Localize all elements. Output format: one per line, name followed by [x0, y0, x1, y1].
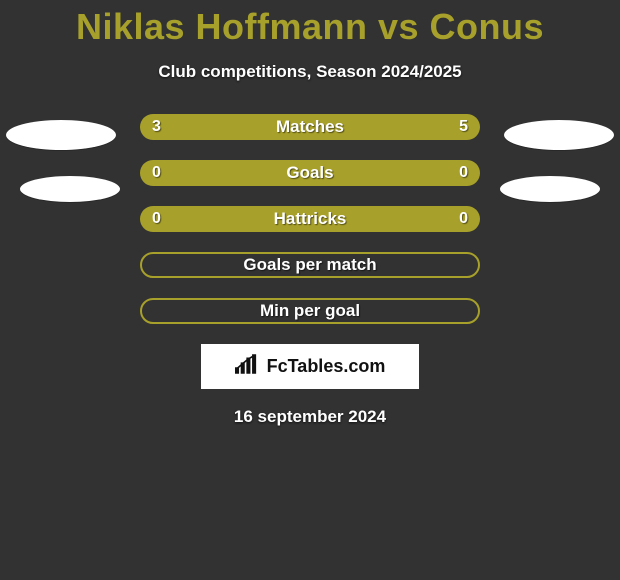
- stat-value-right: 5: [459, 118, 468, 136]
- stat-label: Hattricks: [274, 209, 347, 229]
- stat-value-left: 0: [152, 164, 161, 182]
- watermark-text: FcTables.com: [267, 356, 386, 377]
- stat-value-right: 0: [459, 164, 468, 182]
- chart-icon: [235, 354, 261, 379]
- stat-row-hattricks: 0 Hattricks 0: [140, 206, 480, 232]
- subtitle: Club competitions, Season 2024/2025: [0, 62, 620, 82]
- stat-fill-right: [310, 160, 480, 186]
- page-title: Niklas Hoffmann vs Conus: [0, 0, 620, 48]
- stat-value-left: 0: [152, 210, 161, 228]
- stat-fill-left: [140, 160, 310, 186]
- stat-row-matches: 3 Matches 5: [140, 114, 480, 140]
- stat-label: Goals: [286, 163, 333, 183]
- stat-row-goals-per-match: Goals per match: [140, 252, 480, 278]
- stats-area: 3 Matches 5 0 Goals 0 0 Hattricks 0 Goal…: [0, 114, 620, 427]
- stat-value-right: 0: [459, 210, 468, 228]
- stat-value-left: 3: [152, 118, 161, 136]
- stat-label: Goals per match: [243, 255, 376, 275]
- stat-label: Matches: [276, 117, 344, 137]
- stat-label: Min per goal: [260, 301, 360, 321]
- watermark-box: FcTables.com: [201, 344, 419, 389]
- stat-row-goals: 0 Goals 0: [140, 160, 480, 186]
- stat-row-min-per-goal: Min per goal: [140, 298, 480, 324]
- date-line: 16 september 2024: [0, 407, 620, 427]
